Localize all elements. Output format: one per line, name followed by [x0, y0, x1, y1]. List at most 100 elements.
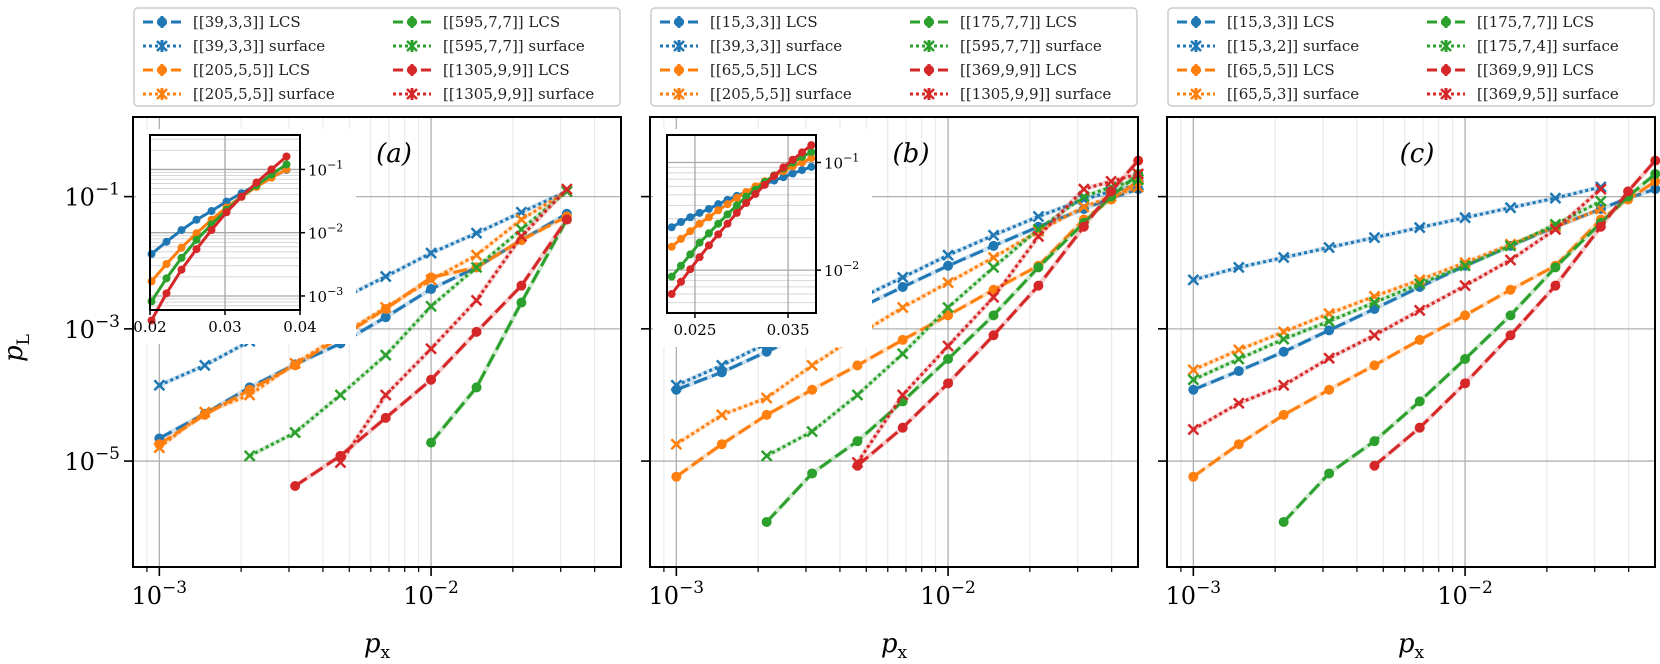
data-point	[761, 409, 772, 420]
data-point	[760, 449, 773, 462]
data-point	[515, 213, 528, 226]
data-point	[988, 284, 999, 295]
legend-label: [[205,5,5]] surface	[710, 85, 852, 103]
panel-1: 0.025 0.035 10−1 10−2 10−3 10−2 (b) px [[15,3,3]…	[641, 7, 1145, 663]
series-band	[1192, 187, 1603, 432]
inset-data-point	[723, 210, 732, 219]
data-point	[1459, 259, 1471, 272]
data-point	[988, 310, 999, 321]
inset-y-tick-label: 10−2	[824, 259, 859, 280]
data-point	[896, 347, 909, 360]
series-line-7	[856, 172, 1139, 464]
data-point	[426, 284, 437, 295]
data-point	[1233, 439, 1244, 450]
data-point	[1594, 183, 1607, 195]
inset-data-point	[732, 193, 741, 202]
data-point	[471, 382, 482, 393]
inset-data-point	[723, 200, 732, 209]
legend-marker	[923, 40, 935, 52]
inset-data-point	[686, 213, 695, 222]
legend-label: [[595,7,7]] LCS	[443, 13, 560, 31]
legend-label: [[595,7,7]] surface	[960, 37, 1102, 55]
data-point	[988, 330, 999, 341]
inset-data-point	[714, 219, 723, 228]
data-point	[897, 281, 908, 292]
legend-label: [[1305,9,9]] surface	[443, 85, 594, 103]
data-point	[987, 261, 1000, 274]
data-point	[516, 297, 527, 308]
data-point	[987, 291, 1000, 304]
data-point	[1368, 231, 1381, 244]
inset-data-point	[686, 227, 695, 236]
legend-handle	[1427, 16, 1465, 28]
data-point	[426, 437, 437, 448]
inset-data-point	[686, 265, 695, 274]
data-point	[943, 310, 954, 321]
data-point	[807, 384, 818, 395]
data-point	[198, 406, 211, 419]
legend-handle	[1177, 16, 1215, 28]
inset-data-point	[667, 223, 676, 232]
legend-label: [[39,3,3]] surface	[193, 37, 325, 55]
legend-handle	[143, 64, 181, 76]
data-point	[470, 227, 483, 240]
legend-marker	[1190, 88, 1202, 100]
inset-data-point	[807, 141, 816, 150]
legend: [[39,3,3]] LCS [[39,3,3]] surface [[205,5,…	[133, 7, 621, 107]
x-tick-label: 10−2	[920, 578, 976, 610]
data-point	[896, 271, 909, 284]
inset-data-point	[192, 245, 201, 254]
series-group	[1187, 155, 1660, 527]
legend-label: [[205,5,5]] LCS	[193, 61, 310, 79]
legend: [[15,3,3]] LCS [[39,3,3]] surface [[65,5,5…	[650, 7, 1138, 107]
data-point	[1187, 363, 1200, 376]
inset-data-point	[695, 253, 704, 262]
data-point	[1233, 366, 1244, 377]
plot-frame	[132, 116, 622, 568]
legend-handle	[393, 88, 431, 100]
data-point	[1460, 310, 1471, 321]
legend-handle	[143, 40, 181, 52]
inset-data-point	[282, 152, 291, 161]
x-tick-label: 10−3	[1166, 578, 1222, 610]
data-point	[290, 480, 301, 491]
inset-data-point	[704, 229, 713, 238]
plot-frame	[649, 116, 1139, 568]
data-point	[1077, 200, 1090, 213]
panel-label: (b)	[893, 139, 930, 169]
series-group	[153, 183, 573, 491]
data-point	[671, 471, 682, 482]
series-line-5	[765, 178, 1139, 458]
data-point	[1078, 221, 1089, 232]
legend-marker	[1440, 40, 1452, 52]
data-point	[1549, 192, 1562, 204]
x-axis-label: px	[881, 629, 908, 663]
data-point	[1232, 344, 1245, 356]
x-axis-label: px	[364, 629, 391, 663]
data-point	[1459, 279, 1471, 292]
data-point	[1323, 241, 1336, 254]
inset-data-point	[222, 197, 231, 206]
data-point	[1324, 468, 1335, 479]
data-point	[379, 389, 392, 401]
data-point	[1188, 384, 1199, 395]
data-point	[1550, 262, 1561, 273]
data-point	[1032, 230, 1045, 243]
inset-x-tick-label: 0.02	[133, 318, 166, 336]
legend-box	[133, 7, 621, 107]
data-point	[289, 426, 301, 439]
data-point	[670, 438, 683, 451]
data-point	[379, 270, 392, 283]
data-point	[1459, 256, 1471, 269]
series-line-6	[1373, 159, 1657, 467]
inset-series-line-1	[150, 168, 288, 283]
legend-handle	[1177, 64, 1215, 76]
inset-y-tick-label: 10−2	[308, 222, 343, 243]
inset-data-point	[798, 148, 807, 157]
data-point	[1277, 379, 1290, 392]
data-point	[1460, 353, 1471, 364]
data-point	[471, 326, 482, 337]
data-point	[379, 301, 392, 314]
data-point	[1414, 396, 1425, 407]
data-point	[379, 349, 392, 362]
